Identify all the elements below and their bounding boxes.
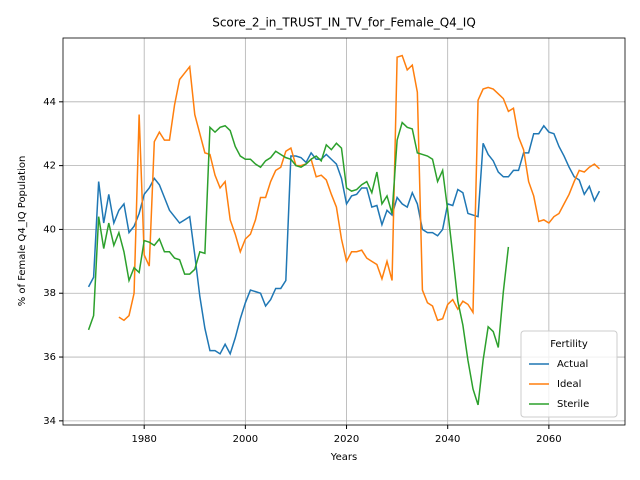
legend-label: Ideal — [557, 379, 581, 390]
x-tick-label: 1980 — [131, 434, 156, 445]
series-line — [118, 54, 600, 322]
legend-box — [520, 330, 618, 418]
legend-title: Fertility — [550, 339, 588, 350]
y-tick-label: 44 — [43, 97, 56, 108]
y-tick-label: 34 — [43, 416, 56, 427]
y-tick-label: 42 — [43, 161, 56, 172]
x-tick-label: 2020 — [334, 434, 359, 445]
legend-label: Sterile — [557, 399, 589, 410]
x-tick-label: 2000 — [233, 434, 258, 445]
y-axis-label: % of Female Q4_IQ Population — [17, 156, 28, 307]
series-line — [87, 124, 601, 356]
series-line — [87, 121, 510, 406]
x-axis-label: Years — [330, 452, 357, 463]
x-tick-label: 2040 — [435, 434, 460, 445]
y-tick-label: 36 — [43, 352, 56, 363]
x-tick-label: 2060 — [536, 434, 561, 445]
plot-frame — [62, 37, 626, 426]
y-tick-label: 38 — [43, 288, 56, 299]
legend-label: Actual — [557, 359, 588, 370]
chart-title: Score_2_in_TRUST_IN_TV_for_Female_Q4_IQ — [212, 16, 476, 30]
y-tick-label: 40 — [43, 224, 56, 235]
